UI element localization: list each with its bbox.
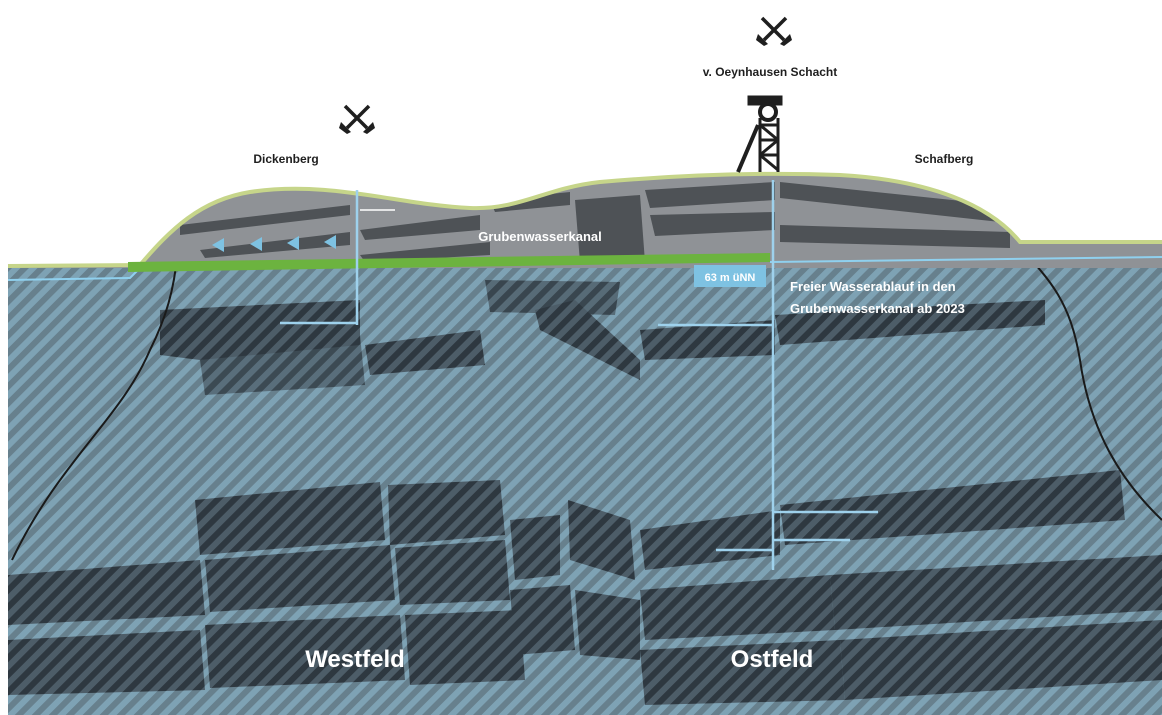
crossed-hammers-icon <box>756 16 792 46</box>
headframe-icon <box>736 95 783 173</box>
label-ostfeld: Ostfeld <box>731 646 814 673</box>
label-ablauf-line2: Grubenwasserkanal ab 2023 <box>790 301 965 316</box>
label-schafberg: Schafberg <box>915 152 974 166</box>
fault-lines <box>11 241 1162 561</box>
label-dickenberg: Dickenberg <box>253 152 318 166</box>
flow-arrow-icon <box>212 235 336 252</box>
label-grubenwasserkanal: Grubenwasserkanal <box>478 229 602 244</box>
label-water-level: 63 m üNN <box>705 272 756 284</box>
coal-seams <box>8 280 1162 705</box>
level-label-box <box>694 265 766 287</box>
label-westfeld: Westfeld <box>305 646 405 673</box>
shafts <box>280 180 878 570</box>
hill-surface <box>7 171 1162 268</box>
grubenwasserkanal-canal <box>128 253 770 272</box>
label-ablauf-line1: Freier Wasserablauf in den <box>790 279 956 294</box>
crossed-hammers-icon <box>339 104 375 134</box>
label-schacht: v. Oeynhausen Schacht <box>703 65 838 79</box>
